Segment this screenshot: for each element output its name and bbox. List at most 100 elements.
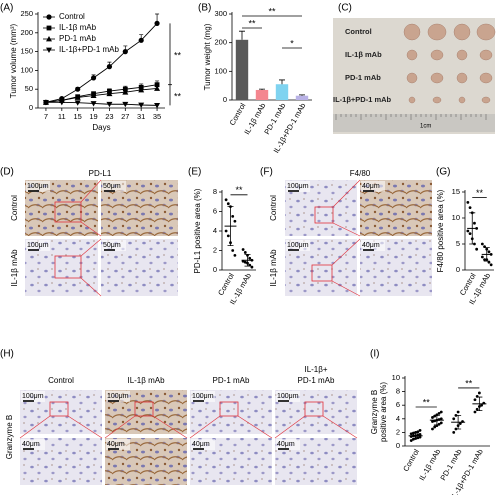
zoom-line bbox=[322, 415, 358, 439]
y-tick-label: 300 bbox=[214, 9, 227, 18]
sd-bar bbox=[412, 432, 419, 439]
y-tick-label: 200 bbox=[20, 28, 33, 37]
point bbox=[480, 403, 483, 407]
scale-label: 50μm bbox=[103, 183, 121, 190]
scale-label: 40μm bbox=[277, 441, 295, 448]
zoom-box bbox=[54, 255, 82, 279]
legend-marker bbox=[46, 36, 52, 42]
scale-label: 40μm bbox=[192, 441, 210, 448]
x-tick-label: 23 bbox=[105, 112, 113, 121]
panel-letter: (G) bbox=[436, 167, 450, 178]
zoom-line bbox=[80, 238, 102, 257]
legend-marker bbox=[46, 47, 52, 53]
y-tick-label: 250 bbox=[20, 9, 33, 18]
point bbox=[122, 86, 128, 92]
point bbox=[418, 435, 422, 439]
point bbox=[248, 256, 252, 260]
point bbox=[90, 75, 97, 81]
scale-label: 100μm bbox=[22, 393, 44, 400]
photo-label: PD-1 mAb bbox=[345, 73, 381, 82]
point bbox=[439, 421, 443, 425]
point bbox=[439, 410, 443, 414]
y-tick-label: 8 bbox=[396, 387, 400, 396]
scale-backdrop bbox=[21, 439, 45, 450]
y-tick-label: 0 bbox=[29, 103, 33, 112]
row-label: IL-1β mAb bbox=[10, 249, 19, 287]
point bbox=[466, 201, 470, 204]
scale-backdrop bbox=[191, 439, 215, 450]
x-tick-label: 7 bbox=[44, 112, 48, 121]
y-tick-label: 10 bbox=[452, 213, 460, 222]
tumor bbox=[453, 23, 471, 41]
y-tick-label: 15 bbox=[452, 187, 460, 196]
scale-backdrop bbox=[102, 240, 126, 251]
point bbox=[154, 85, 161, 91]
point bbox=[456, 410, 460, 414]
scale-label: 40μm bbox=[362, 242, 380, 249]
scale-backdrop bbox=[286, 240, 310, 251]
zoom-line bbox=[274, 415, 306, 439]
panel-letter: (E) bbox=[188, 167, 201, 178]
point bbox=[477, 391, 481, 395]
point bbox=[243, 251, 247, 254]
point bbox=[418, 428, 422, 432]
point bbox=[431, 427, 434, 431]
zoom-box bbox=[54, 201, 82, 223]
y-axis-label: positive area (%) bbox=[379, 382, 388, 442]
scale-backdrop bbox=[286, 181, 310, 192]
y-tick-label: 0 bbox=[456, 265, 460, 274]
scale-backdrop bbox=[361, 181, 385, 192]
point bbox=[90, 92, 97, 98]
x-tick-label: Control bbox=[228, 101, 248, 127]
tumor bbox=[476, 23, 496, 41]
sig-label: ** bbox=[174, 50, 182, 60]
tumor bbox=[406, 49, 418, 61]
point bbox=[154, 20, 160, 26]
scale-label: 40μm bbox=[362, 183, 380, 190]
ruler bbox=[333, 114, 495, 132]
zoom-line bbox=[331, 280, 361, 297]
x-tick-label: Control bbox=[401, 447, 421, 473]
zoom-line bbox=[80, 179, 102, 203]
point bbox=[226, 234, 230, 238]
scale-backdrop bbox=[21, 391, 45, 402]
panel-letter: (H) bbox=[0, 349, 14, 360]
legend-label: Control bbox=[59, 12, 85, 21]
scale-backdrop bbox=[361, 240, 385, 251]
point bbox=[154, 82, 160, 88]
point bbox=[250, 265, 254, 269]
scale-backdrop bbox=[106, 439, 130, 450]
tumor bbox=[432, 96, 442, 104]
tumor bbox=[458, 96, 466, 104]
scale-label: 100μm bbox=[107, 393, 129, 400]
scale-backdrop bbox=[276, 439, 300, 450]
point bbox=[473, 398, 477, 402]
sd-bar bbox=[483, 247, 490, 262]
error-bar bbox=[279, 79, 285, 85]
photo-label: IL-1β mAb bbox=[345, 50, 382, 59]
y-tick-label: 100 bbox=[20, 65, 33, 74]
x-tick-label: 31 bbox=[137, 112, 145, 121]
scale-backdrop bbox=[26, 181, 50, 192]
tumor bbox=[479, 72, 493, 84]
bar bbox=[235, 39, 249, 100]
sd-bar bbox=[433, 415, 440, 426]
panel-letters: (A) (B) (C) (D) (E) (F) (G) (H) (I) bbox=[0, 3, 450, 360]
bar bbox=[275, 84, 289, 100]
error-bar bbox=[299, 94, 305, 96]
sig-label: ** bbox=[476, 188, 484, 198]
zoom-line bbox=[67, 415, 103, 439]
panel-letter: (D) bbox=[0, 167, 14, 178]
column-label: PD-1 mAb bbox=[298, 376, 335, 385]
scale-label: 40μm bbox=[22, 441, 40, 448]
y-axis-label: Tumor volume (mm³) bbox=[9, 23, 18, 98]
y-tick-label: 8 bbox=[213, 187, 217, 196]
point bbox=[483, 258, 486, 261]
column-label: Control bbox=[48, 376, 74, 385]
y-axis-label: PD-L1 positive area (%) bbox=[193, 188, 202, 273]
error-bar bbox=[259, 88, 265, 90]
panel-title: PD-L1 bbox=[89, 169, 112, 178]
sd-bar bbox=[469, 212, 476, 245]
point bbox=[437, 411, 441, 415]
scale-backdrop bbox=[106, 391, 130, 402]
